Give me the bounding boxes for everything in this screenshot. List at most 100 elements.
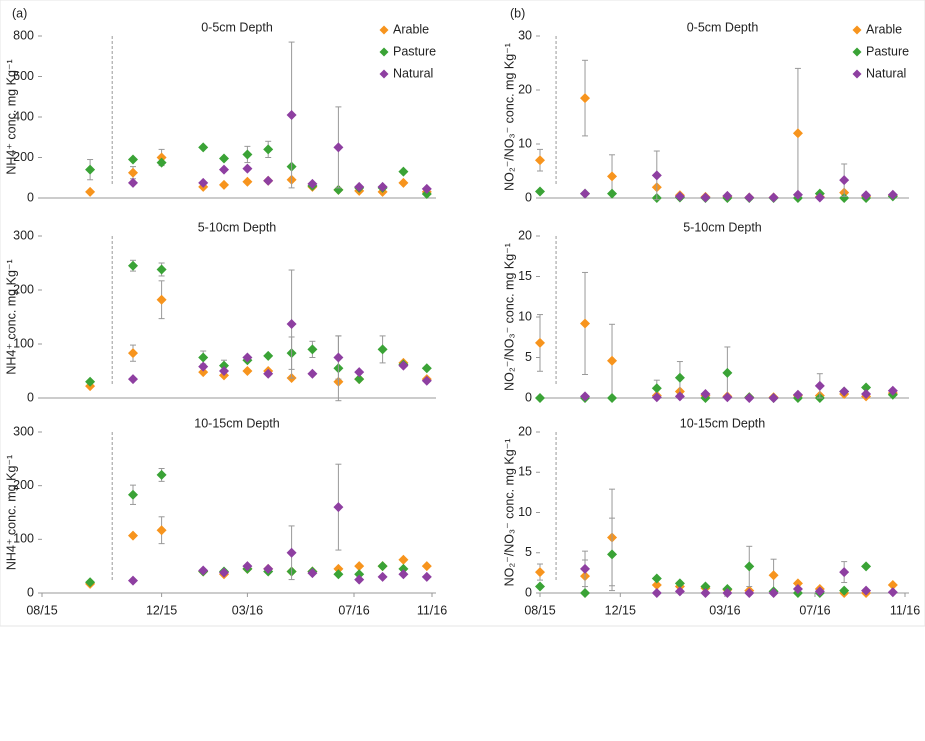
x-tick-label: 03/16 (709, 603, 740, 617)
point (156, 294, 167, 305)
point (307, 368, 318, 379)
point (354, 181, 365, 192)
point (263, 144, 274, 155)
point (377, 571, 388, 582)
point (333, 142, 344, 153)
point (744, 561, 755, 572)
point (722, 588, 733, 598)
point (861, 190, 872, 201)
point (674, 391, 685, 402)
y-tick-label: 20 (518, 424, 532, 438)
point (128, 489, 138, 500)
point (421, 188, 432, 199)
point (128, 530, 138, 541)
point (128, 348, 138, 359)
point (722, 367, 733, 378)
legend-label: Pasture (866, 44, 909, 58)
legend-label: Natural (866, 66, 906, 80)
y-tick-label: 15 (518, 269, 532, 283)
point (744, 192, 755, 203)
y-tick-label: 10 (518, 505, 532, 519)
y-tick-label: 0 (525, 390, 532, 404)
point (651, 170, 662, 181)
point (607, 549, 618, 560)
point (156, 264, 167, 275)
x-tick-label: 12/15 (146, 603, 177, 617)
legend-marker (852, 25, 862, 35)
point (198, 142, 209, 153)
point (768, 393, 779, 403)
point (286, 109, 297, 120)
point (242, 163, 253, 174)
point (792, 389, 803, 400)
point (861, 585, 872, 596)
point (333, 569, 344, 580)
panel-title: 0-5cm Depth (201, 20, 273, 34)
y-tick-label: 0 (27, 585, 34, 599)
point (700, 581, 711, 592)
point (651, 588, 662, 598)
point (887, 189, 898, 200)
point (768, 192, 779, 203)
y-tick-label: 0 (525, 190, 532, 204)
point (219, 153, 229, 164)
y-axis-label: NO₂⁻/NO₃⁻ conc. mg Kg⁻¹ (502, 243, 516, 391)
point (674, 191, 685, 202)
y-tick-label: 400 (13, 109, 34, 123)
point (333, 563, 344, 574)
point (535, 155, 545, 166)
point (421, 375, 432, 386)
y-tick-label: 10 (518, 136, 532, 150)
panel-title: 10-15cm Depth (680, 416, 766, 430)
point (700, 192, 711, 203)
point (286, 319, 297, 330)
y-tick-label: 600 (13, 69, 34, 83)
y-tick-label: 0 (27, 190, 34, 204)
point (219, 164, 229, 175)
point (85, 577, 96, 588)
point (700, 388, 711, 399)
y-tick-label: 300 (13, 228, 34, 242)
point (307, 568, 318, 579)
point (607, 171, 618, 182)
point (580, 391, 591, 402)
point (198, 565, 209, 576)
point (651, 579, 662, 590)
point (398, 166, 409, 177)
point (128, 154, 138, 165)
point (242, 149, 253, 160)
y-tick-label: 0 (27, 390, 34, 404)
y-axis-label: NH4⁺ conc. mg Kg⁻¹ (4, 59, 18, 174)
point (242, 352, 253, 363)
panel-label: (b) (510, 6, 525, 20)
point (398, 554, 409, 565)
y-tick-label: 5 (525, 350, 532, 364)
point (580, 318, 591, 329)
point (263, 563, 274, 574)
point (421, 571, 432, 582)
point (307, 178, 318, 189)
legend-marker (379, 25, 389, 35)
point (354, 569, 365, 580)
point (839, 193, 850, 203)
legend-label: Arable (393, 22, 429, 36)
legend-label: Arable (866, 22, 902, 36)
point (242, 561, 253, 572)
legend-marker (379, 47, 389, 57)
point (156, 157, 167, 168)
point (792, 189, 803, 200)
point (128, 177, 138, 188)
point (128, 575, 138, 586)
figure-frame (0, 0, 925, 627)
y-axis-label: NO₂⁻/NO₃⁻ conc. mg Kg⁻¹ (502, 439, 516, 587)
point (861, 561, 872, 572)
point (398, 177, 409, 188)
point (421, 183, 432, 194)
y-tick-label: 15 (518, 465, 532, 479)
legend-marker (852, 47, 862, 57)
y-tick-label: 20 (518, 82, 532, 96)
y-tick-label: 100 (13, 532, 34, 546)
point (744, 393, 755, 403)
